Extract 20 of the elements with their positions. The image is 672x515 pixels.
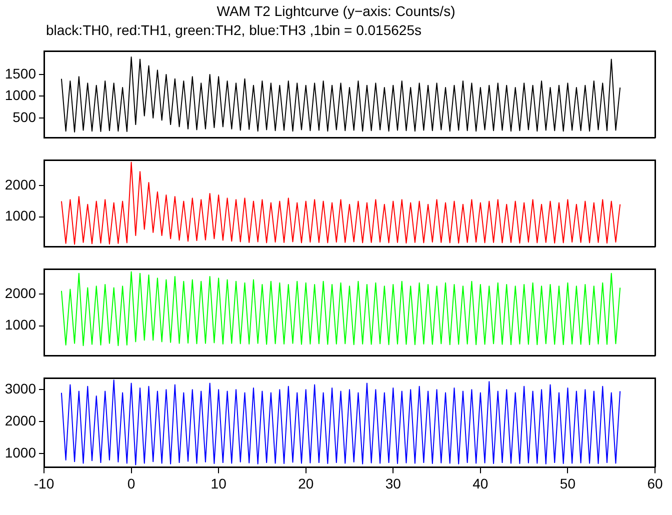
x-tick-label: 50	[560, 475, 576, 492]
x-tick-label: 30	[385, 475, 402, 492]
y-tick-label: 1000	[4, 87, 36, 104]
chart-title: WAM T2 Lightcurve (y−axis: Counts/s)	[216, 3, 456, 19]
y-tick-label: 1000	[4, 208, 36, 224]
x-tick-label: 20	[298, 475, 314, 492]
x-tick-label: 10	[210, 475, 227, 492]
x-tick-label: 0	[127, 475, 136, 492]
y-tick-label: 1000	[4, 316, 36, 333]
y-tick-label: 500	[12, 108, 36, 125]
y-tick-label: 3000	[4, 380, 36, 396]
x-tick-label: 40	[472, 475, 488, 492]
x-tick-label: -10	[34, 475, 54, 492]
chart-subtitle: black:TH0, red:TH1, green:TH2, blue:TH3 ,1bin = 0.015625s	[46, 22, 422, 38]
y-tick-label: 1000	[4, 444, 36, 460]
y-tick-label: 2000	[4, 176, 36, 193]
y-tick-label: 1500	[4, 65, 36, 82]
y-tick-label: 2000	[4, 284, 36, 301]
x-tick-label: 60	[647, 475, 663, 492]
y-tick-label: 2000	[4, 412, 36, 428]
